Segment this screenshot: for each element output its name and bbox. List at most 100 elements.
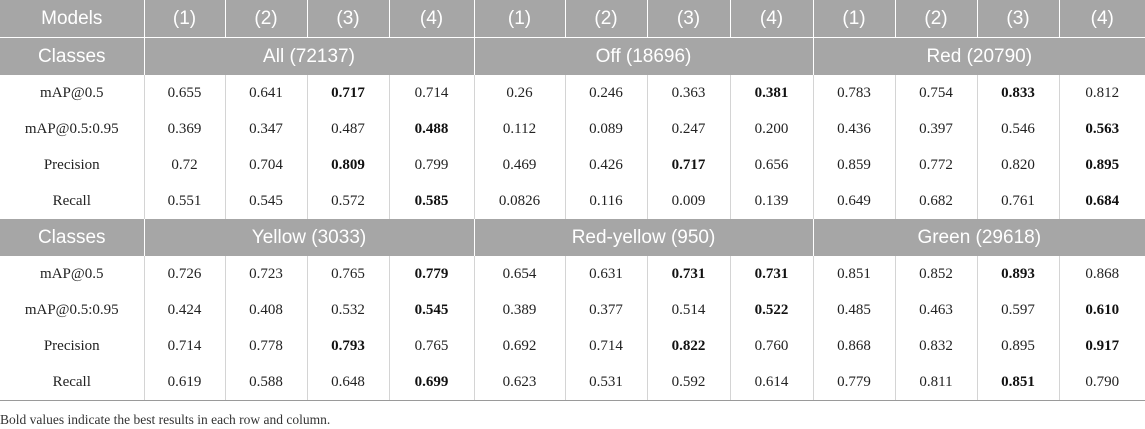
table-cell: 0.424 (143, 292, 225, 328)
models-label: Models (0, 0, 144, 38)
table-row: Recall 0.551 0.545 0.572 0.585 0.0826 0.116 0.0… (0, 183, 1145, 219)
model-col-header: (2) (564, 0, 647, 38)
table-cell: 0.572 (306, 183, 389, 219)
model-col-header: (4) (1058, 0, 1145, 38)
metric-label: mAP@0.5:0.95 (24, 120, 119, 137)
table-cell: 0.812 (1058, 75, 1145, 111)
table-cell: 0.731 (646, 256, 730, 292)
model-col-header: (2) (224, 0, 307, 38)
best-value: 0.893 (1001, 265, 1035, 282)
table-cell: 0.811 (894, 364, 977, 401)
best-value: 0.822 (671, 337, 706, 354)
table-cell: 0.851 (976, 364, 1059, 401)
table-cell: 0.369 (143, 111, 225, 147)
best-value: 0.895 (1085, 156, 1120, 173)
best-value: 0.699 (414, 373, 449, 390)
best-value: 0.717 (331, 84, 365, 101)
table-row: Recall 0.619 0.588 0.648 0.699 0.623 0.531 0.59… (0, 364, 1145, 401)
table-cell: 0.799 (388, 147, 474, 183)
table-cell: 0.426 (564, 147, 647, 183)
table-cell: 0.623 (473, 364, 565, 401)
table-row: Precision 0.714 0.778 0.793 0.765 0.692 0.714 0… (0, 328, 1145, 364)
best-value: 0.585 (414, 192, 449, 209)
table-cell: 0.765 (388, 328, 474, 364)
table-cell: 0.692 (473, 328, 565, 364)
classes-header-row: Classes All (72137) Off (18696) Red (20790) (0, 37, 1145, 75)
table-cell: 0.723 (224, 256, 307, 292)
table-cell: 0.684 (1058, 183, 1145, 219)
table-cell: 0.654 (473, 256, 565, 292)
table-cell: 0.408 (224, 292, 307, 328)
table-cell: 0.139 (729, 183, 813, 219)
table-cell: 0.487 (306, 111, 389, 147)
table-cell: 0.783 (812, 75, 895, 111)
table-cell: 0.469 (473, 147, 565, 183)
table-cell: 0.610 (1058, 292, 1145, 328)
table-cell: 0.116 (564, 183, 647, 219)
models-header-row: Models (1) (2) (3) (4) (1) (2) (3) (4) (… (0, 0, 1145, 38)
class-group-header: Green (29618) (812, 219, 1145, 256)
classes-header-row: Classes Yellow (3033) Red-yellow (950) Gree… (0, 219, 1145, 256)
class-group-header: Yellow (3033) (143, 219, 474, 256)
table-cell: 0.699 (388, 364, 474, 401)
table-cell: 0.656 (729, 147, 813, 183)
best-value: 0.917 (1085, 337, 1120, 354)
model-col-header: (3) (306, 0, 389, 38)
table-cell: 0.731 (729, 256, 813, 292)
table-cell: 0.859 (812, 147, 895, 183)
table-cell: 0.822 (646, 328, 730, 364)
table-cell: 0.436 (812, 111, 895, 147)
best-value: 0.545 (414, 301, 449, 318)
table-cell: 0.377 (564, 292, 647, 328)
table-cell: 0.895 (976, 328, 1059, 364)
table-cell: 0.765 (306, 256, 389, 292)
model-col-header: (4) (729, 0, 813, 38)
table-cell: 0.009 (646, 183, 730, 219)
table-cell: 0.545 (388, 292, 474, 328)
table-cell: 0.726 (143, 256, 225, 292)
model-col-header: (2) (894, 0, 977, 38)
metric-label: Precision (43, 156, 100, 173)
table-cell: 0.363 (646, 75, 730, 111)
table-cell: 0.200 (729, 111, 813, 147)
table-cell: 0.389 (473, 292, 565, 328)
class-group-header: Red (20790) (812, 37, 1145, 75)
table-cell: 0.381 (729, 75, 813, 111)
table-cell: 0.641 (224, 75, 307, 111)
class-group-header: Red-yellow (950) (473, 219, 813, 256)
table-cell: 0.852 (894, 256, 977, 292)
table-cell: 0.717 (306, 75, 389, 111)
best-value: 0.731 (671, 265, 706, 282)
table-cell: 0.514 (646, 292, 730, 328)
table-row: mAP@0.5:0.95 0.369 0.347 0.487 0.488 0.112 0.0… (0, 111, 1145, 147)
best-value: 0.779 (414, 265, 449, 282)
metric-label: mAP@0.5:0.95 (24, 301, 119, 318)
model-col-header: (4) (388, 0, 474, 38)
table-footnote: Bold values indicate the best results in… (0, 412, 331, 427)
table-cell: 0.655 (143, 75, 225, 111)
table-cell: 0.463 (894, 292, 977, 328)
table-cell: 0.72 (143, 147, 225, 183)
best-value: 0.809 (331, 156, 365, 173)
table-row: mAP@0.5 0.726 0.723 0.765 0.779 0.654 0.631 0.7… (0, 256, 1145, 292)
table-cell: 0.790 (1058, 364, 1145, 401)
table-cell: 0.793 (306, 328, 389, 364)
table-cell: 0.714 (388, 75, 474, 111)
table-cell: 0.893 (976, 256, 1059, 292)
metric-label: mAP@0.5 (40, 265, 104, 282)
best-value: 0.684 (1085, 192, 1120, 209)
metric-label: Recall (0, 364, 144, 401)
metric-label: Recall (52, 192, 91, 209)
table-cell: 0.551 (143, 183, 225, 219)
table-cell: 0.760 (729, 328, 813, 364)
best-value: 0.381 (754, 84, 789, 101)
table-cell: 0.592 (646, 364, 730, 401)
table-cell: 0.820 (976, 147, 1059, 183)
best-value: 0.610 (1085, 301, 1120, 318)
table-row: mAP@0.5 0.655 0.641 0.717 0.714 0.26 0.246 0.36… (0, 75, 1145, 111)
table-cell: 0.779 (812, 364, 895, 401)
table-cell: 0.347 (224, 111, 307, 147)
table-cell: 0.917 (1058, 328, 1145, 364)
table-cell: 0.247 (646, 111, 730, 147)
table-cell: 0.522 (729, 292, 813, 328)
